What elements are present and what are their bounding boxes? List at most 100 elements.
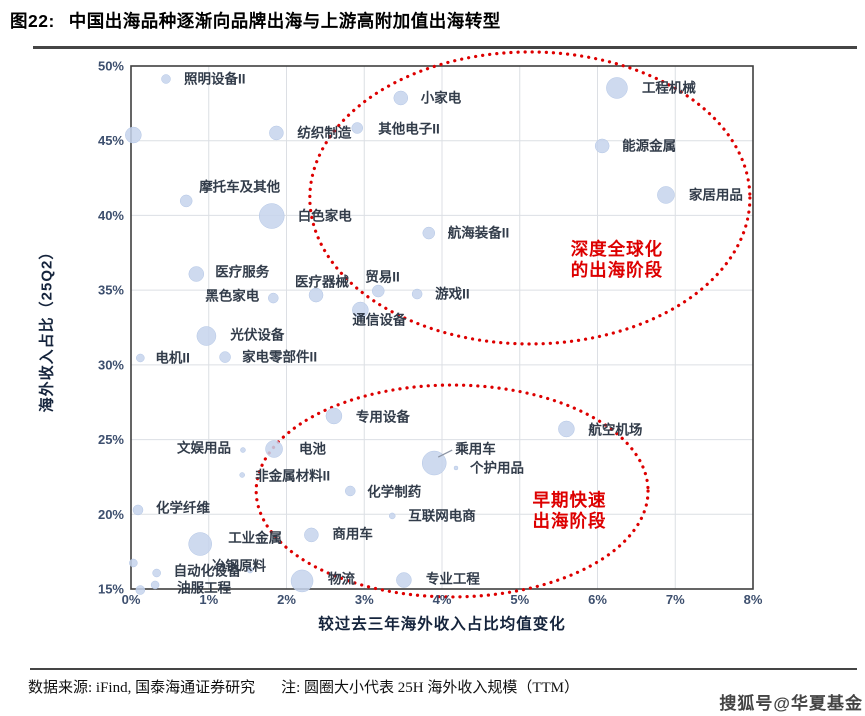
bubble: [152, 568, 161, 578]
y-tick-label: 45%: [98, 133, 124, 148]
bubble: [265, 440, 283, 458]
bubble: [453, 465, 459, 471]
bubble: [325, 407, 343, 425]
bubble-label: 专业工程: [426, 571, 480, 587]
bubble: [240, 447, 246, 453]
bubble: [388, 512, 396, 520]
bubble: [657, 186, 675, 204]
bubble: [371, 284, 385, 298]
bubble-label: 光伏设备: [229, 327, 284, 343]
x-tick-label: 1%: [199, 592, 218, 607]
stage-ellipse: [254, 383, 650, 599]
stage-ellipse: [308, 50, 752, 346]
bubble: [132, 504, 144, 516]
leader-line: [437, 449, 453, 458]
bubble: [239, 472, 245, 478]
bubble-label: 贸易II: [365, 269, 400, 285]
x-tick-label: 8%: [744, 592, 763, 607]
x-tick-label: 2%: [277, 592, 296, 607]
bubble: [606, 77, 628, 99]
bubble-label: 家居用品: [689, 186, 743, 202]
figure-number: 图22:: [10, 11, 55, 31]
bubble-label: 通信设备: [352, 312, 406, 328]
x-tick-label: 6%: [588, 592, 607, 607]
bubble: [304, 527, 319, 543]
bubble-label: 商用车: [332, 525, 373, 541]
title-divider: [33, 46, 857, 49]
bubble: [179, 194, 193, 208]
bubble-label: 医疗器械: [295, 274, 349, 290]
bubble: [188, 532, 212, 556]
bubble-label: 冶钢原料: [212, 558, 266, 574]
stage-annotation-line: 出海阶段: [533, 511, 607, 531]
bubble: [268, 292, 279, 304]
bubble-label: 物流: [328, 570, 355, 586]
footer: 数据来源: iFind, 国泰海通证券研究 注: 圆圈大小代表 25H 海外收入规…: [28, 676, 848, 697]
bubble-label: 航海装备II: [448, 225, 510, 241]
bubble-label: 工程机械: [642, 79, 696, 95]
bubble: [129, 558, 138, 568]
bubble: [351, 122, 364, 134]
bubble: [393, 90, 409, 106]
bubble-label: 纺织制造: [297, 124, 351, 140]
bubble: [345, 485, 356, 497]
bubble: [290, 569, 314, 593]
bubble: [258, 203, 285, 229]
bubble-label: 航空机场: [588, 421, 642, 437]
bubble-label: 白色家电: [298, 208, 352, 224]
bubble: [125, 126, 142, 144]
stage-annotation-line: 早期快速: [533, 490, 607, 510]
bubble-label: 化学制药: [367, 483, 421, 499]
footer-note: 注: 圆圈大小代表 25H 海外收入规模（TTM）: [281, 680, 580, 696]
y-tick-label: 25%: [98, 432, 124, 447]
bubble-label: 非金属材料II: [255, 467, 330, 483]
bubble: [269, 125, 284, 141]
bubble: [188, 266, 205, 282]
bubble-label: 文娱用品: [177, 440, 231, 456]
bubble: [352, 301, 369, 319]
bubble-label: 照明设备II: [184, 71, 246, 87]
axis-ticks: 0% 1% 2% 3% 4% 5% 6% 7% 8% 15% 20% 25% 30% 35% 40% 45% 5…: [98, 59, 763, 608]
plot-border: [130, 65, 754, 590]
bubble-label: 个护用品: [469, 459, 524, 475]
x-tick-label: 5%: [510, 592, 529, 607]
bubble: [135, 585, 146, 595]
gridlines: [131, 66, 753, 589]
bubble: [161, 74, 171, 84]
x-tick-label: 4%: [433, 592, 452, 607]
bubble-label: 摩托车及其他: [199, 178, 280, 194]
figure-title-text: 中国出海品种逐渐向品牌出海与上游高附加值出海转型: [68, 11, 501, 31]
bubble-label: 黑色家电: [205, 288, 259, 304]
bubble-label: 油服工程: [177, 579, 231, 595]
bubble-label: 游戏II: [435, 286, 470, 302]
bubble-label: 专用设备: [356, 408, 410, 424]
bubble-label: 医疗服务: [215, 264, 269, 280]
x-tick-label: 7%: [666, 592, 685, 607]
bubble-label: 小家电: [421, 89, 462, 105]
bubble-label: 能源金属: [622, 137, 676, 153]
y-tick-label: 20%: [98, 507, 124, 522]
bubble-label: 电池: [299, 440, 326, 456]
bubble: [558, 420, 575, 438]
bubble: [594, 138, 610, 154]
bubble: [246, 566, 254, 574]
bubble: [308, 287, 324, 303]
stage-annotation-line: 的出海阶段: [571, 260, 664, 280]
bubble: [219, 351, 231, 363]
x-tick-label: 3%: [355, 592, 374, 607]
y-tick-label: 15%: [98, 582, 124, 597]
bubble: [150, 580, 160, 590]
bubble-label: 乘用车: [454, 441, 496, 457]
stage-ellipses: [254, 50, 752, 599]
x-axis-title: 较过去三年海外收入占比均值变化: [318, 614, 566, 633]
watermark: 搜狐号@华夏基金: [719, 694, 863, 713]
data-source: 数据来源: iFind, 国泰海通证券研究: [28, 680, 256, 696]
bubble-label: 其他电子II: [378, 121, 440, 137]
y-tick-label: 50%: [98, 59, 124, 74]
bubble-label: 电机II: [155, 349, 190, 365]
bubble: [411, 288, 423, 300]
bubble: [196, 326, 217, 346]
